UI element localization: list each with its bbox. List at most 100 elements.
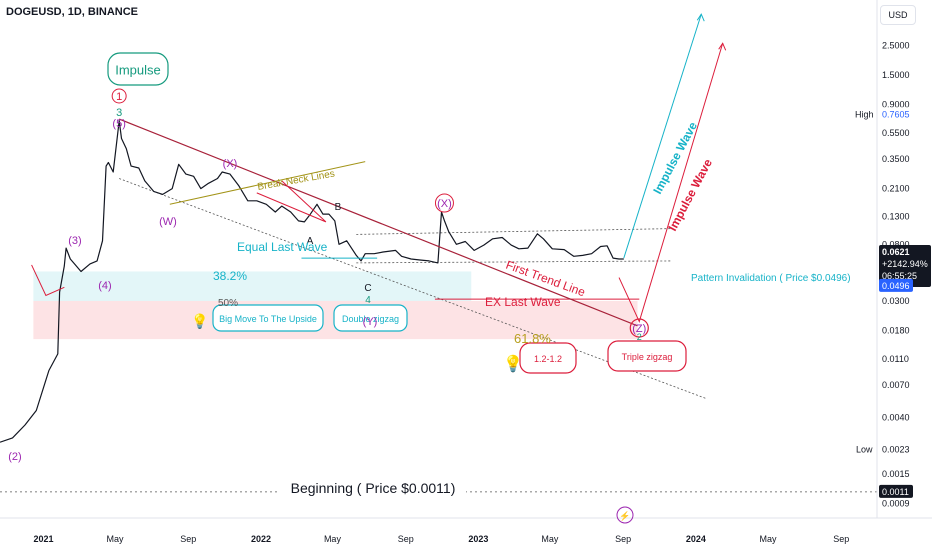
beginning-label-bg <box>280 478 466 498</box>
currency-button[interactable]: USD <box>880 5 916 25</box>
ratio-label: 1.2-1.2 <box>534 354 562 364</box>
x-tick-label: 2023 <box>468 534 488 544</box>
x-tick-label: Sep <box>398 534 414 544</box>
wave-2: (2) <box>8 451 21 463</box>
wave-4-triangle <box>31 264 65 297</box>
low-label: Low <box>856 444 873 454</box>
price-line <box>0 120 624 443</box>
lightning-glyph: ⚡ <box>619 510 630 522</box>
y-tick-label: 0.0015 <box>882 469 910 479</box>
fib-382-label: 38.2% <box>213 269 247 283</box>
x-tick-label: Sep <box>833 534 849 544</box>
triple-zigzag-label: Triple zigzag <box>622 352 673 362</box>
price-change: +2142.94% <box>882 259 928 269</box>
invalidation-value-bg <box>879 278 913 292</box>
triple-zigzag-label-box <box>607 340 687 372</box>
big-move-label: Big Move To The Upside <box>219 314 317 324</box>
y-tick-label: 0.0300 <box>882 296 910 306</box>
high-label: High <box>855 109 874 119</box>
x-tick-label: 2022 <box>251 534 271 544</box>
beginning-value-bg <box>879 484 913 498</box>
current-price-box <box>879 244 931 287</box>
double-zigzag-label: Double zigzag <box>342 314 399 324</box>
lower-channel-line <box>119 178 708 400</box>
impulse-wave-red-line <box>618 43 724 323</box>
impulse-wave-cyan-arrow <box>696 13 705 22</box>
y-tick-label: 2.5000 <box>882 41 910 51</box>
y-tick-label: 0.2100 <box>882 184 910 194</box>
beginning-value: 0.0011 <box>882 487 909 497</box>
y-tick-label: 0.0180 <box>882 325 910 335</box>
price-series <box>0 120 624 443</box>
annotation-layer <box>31 13 727 338</box>
wave-3: (3) <box>68 235 81 247</box>
high-value: 0.7605 <box>882 109 910 119</box>
equal-last-wave-label: Equal Last Wave <box>237 240 328 254</box>
break-neck-line <box>169 161 366 205</box>
wave-a: A <box>307 236 314 247</box>
x-tick-label: 2021 <box>33 534 53 544</box>
chart-title: DOGEUSD, 1D, BINANCE <box>6 6 139 18</box>
y-tick-label: 0.0070 <box>882 380 910 390</box>
guide-lines <box>0 178 877 493</box>
countdown: 06:55:25 <box>882 271 917 281</box>
wave-x2-circle <box>434 193 454 213</box>
y-tick-label: 0.3500 <box>882 154 910 164</box>
ratio-label-box <box>519 342 577 374</box>
abc-triangle <box>256 180 327 223</box>
wave-b: B <box>335 202 342 213</box>
wave-5: (5) <box>112 118 125 130</box>
impulse-wave-cyan-line <box>623 14 702 259</box>
wave-z-sub: 2 <box>637 332 642 342</box>
x-tick-label: 2024 <box>686 534 706 544</box>
wave-1-circle <box>111 88 127 104</box>
y-tick-label: 0.9000 <box>882 100 910 110</box>
wave-x2: (X) <box>437 198 452 210</box>
range-top-line <box>356 228 671 235</box>
x-tick-label: May <box>324 534 342 544</box>
x-tick-label: May <box>106 534 124 544</box>
beginning-label: Beginning ( Price $0.0011) <box>291 480 456 496</box>
x-tick-label: May <box>759 534 777 544</box>
low-value: 0.0023 <box>882 444 910 454</box>
y-tick-label: 0.0040 <box>882 412 910 422</box>
fib-50-label: 50% <box>218 298 238 309</box>
y-tick-label: 1.5000 <box>882 70 910 80</box>
high-value-bg <box>879 107 913 121</box>
big-move-label-box <box>212 304 324 332</box>
current-price: 0.0621 <box>882 247 910 257</box>
wave-z: (Z) <box>632 323 646 335</box>
wave-x1: (X) <box>223 158 238 170</box>
y-tick-label: 0.0110 <box>882 354 909 364</box>
first-trend-line <box>118 118 638 327</box>
x-tick-label: Sep <box>615 534 631 544</box>
wave-c: C <box>364 283 371 294</box>
lightning-icon[interactable] <box>616 506 634 524</box>
range-bottom-line <box>356 260 671 264</box>
wave-w: (W) <box>159 216 177 228</box>
wave-z-circle <box>629 318 649 338</box>
x-tick-label: Sep <box>180 534 196 544</box>
y-tick-label: 0.0009 <box>882 498 910 508</box>
y-tick-label: 0.5500 <box>882 128 910 138</box>
fib-zones <box>33 271 638 340</box>
wave-y: (Y) <box>363 316 378 328</box>
impulse-wave-red-arrow <box>718 42 727 51</box>
fib-618-label: 61.8% <box>514 331 551 346</box>
invalidation-value: 0.0496 <box>882 281 910 291</box>
wave-c-sub: 4 <box>365 295 371 306</box>
fib-zone-382 <box>33 271 472 301</box>
lightbulb-icon-cyan: 💡 <box>191 313 208 330</box>
wave-1: 1 <box>116 91 122 103</box>
y-tick-label: 0.0800 <box>882 239 910 249</box>
pattern-invalidation-label: Pattern Invalidation ( Price $0.0496) <box>691 273 851 284</box>
wave-1-sub: 3 <box>116 107 122 119</box>
impulse-label: Impulse <box>115 62 161 77</box>
wave-4: (4) <box>98 280 111 292</box>
double-zigzag-label-box <box>333 304 408 332</box>
lightbulb-icon-red: 💡 <box>503 354 523 373</box>
y-tick-label: 0.1300 <box>882 211 910 221</box>
low-value-bg <box>879 442 913 456</box>
